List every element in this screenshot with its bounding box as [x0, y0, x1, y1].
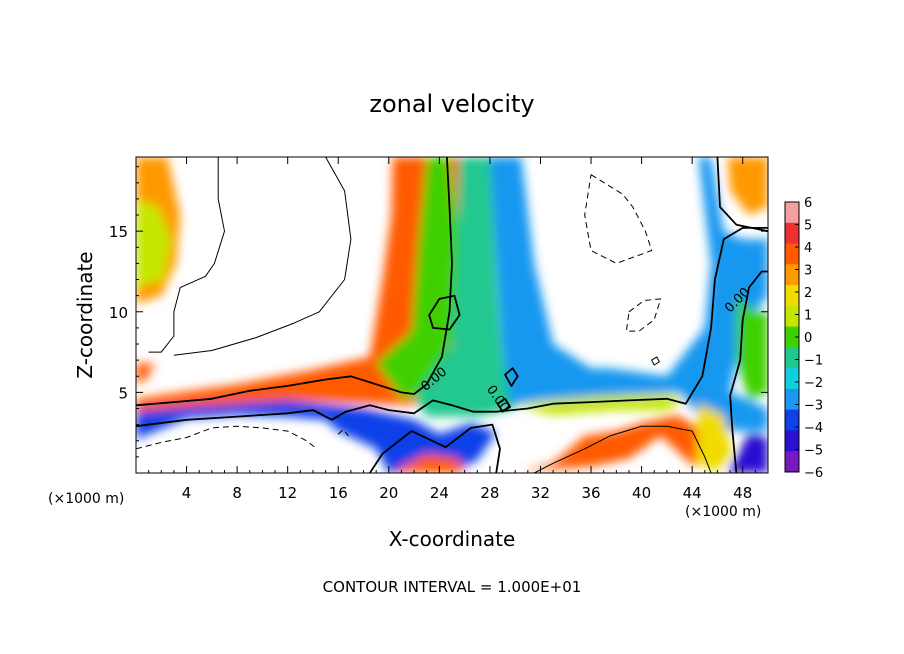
contour-line-8	[148, 157, 225, 353]
contour-line-1	[136, 226, 768, 428]
velocity-region-13	[696, 403, 733, 473]
velocity-region-8	[736, 295, 768, 401]
colorbar-swatch	[785, 285, 799, 307]
contour-line-11	[651, 356, 660, 366]
velocity-region-4	[376, 157, 459, 399]
colorbar-swatch	[785, 326, 799, 348]
colorbar-label: 5	[804, 219, 812, 234]
contour-line-15	[337, 429, 349, 437]
x-axis-label: X-coordinate	[389, 527, 516, 551]
contour-interval-note: CONTOUR INTERVAL = 1.000E+01	[323, 578, 582, 596]
colorbar-swatch	[785, 202, 799, 224]
colorbar-label: −5	[804, 444, 823, 459]
x-tick-label: 28	[480, 484, 499, 502]
colorbar-swatch	[785, 388, 799, 411]
x-axis: 4 8 12 16 20 24 28 32 36 40 44 48	[148, 157, 756, 502]
velocity-region-10	[395, 453, 465, 473]
y-axis-label: Z-coordinate	[73, 251, 97, 378]
x-tick-label: 44	[683, 484, 702, 502]
colorbar-label: 4	[804, 241, 812, 256]
colorbar-label: −3	[804, 399, 823, 414]
colorbar-label: 6	[804, 196, 812, 211]
x-axis-unit: (×1000 m)	[685, 504, 761, 520]
x-tick-label: 32	[531, 484, 550, 502]
contour-line-2	[369, 423, 501, 473]
velocity-region-14	[727, 432, 768, 473]
colorbar-label: −4	[804, 421, 823, 436]
contour-line-0	[136, 157, 453, 407]
x-tick-label: 4	[182, 484, 192, 502]
x-tick-label: 36	[581, 484, 600, 502]
y-tick-label: 15	[109, 223, 128, 241]
colorbar-swatch	[785, 347, 799, 369]
colorbar-swatch	[785, 243, 799, 265]
velocity-region-9	[136, 400, 497, 473]
contour-line-12	[584, 174, 653, 264]
contour-line-14	[136, 425, 318, 450]
colorbar-label: 2	[804, 286, 812, 301]
y-tick-label: 10	[109, 304, 128, 322]
y-axis-unit: (×1000 m)	[48, 491, 124, 507]
x-tick-label: 24	[430, 484, 449, 502]
x-tick-label: 8	[232, 484, 242, 502]
velocity-region-2	[136, 363, 155, 385]
colorbar-label: 3	[804, 264, 812, 279]
contour-line-9	[173, 157, 352, 356]
velocity-region-3	[136, 157, 478, 412]
x-tick-label: 12	[278, 484, 297, 502]
colorbar: 6 5 4 3 2 1 0 −1 −2 −3 −4 −5 −6	[784, 196, 823, 481]
chart-title: zonal velocity	[369, 90, 534, 118]
y-axis: 5 10 15	[109, 166, 768, 458]
velocity-region-7	[727, 157, 768, 215]
contour-line-4	[729, 270, 768, 473]
contour-line-6	[504, 367, 519, 387]
contour-line-3	[716, 157, 768, 233]
contour-line-5	[428, 294, 461, 331]
colorbar-label: 1	[804, 309, 812, 324]
colorbar-swatch	[785, 368, 799, 390]
contour-line-7	[496, 397, 512, 413]
contour-line-10	[533, 425, 712, 473]
velocity-region-1	[136, 198, 172, 288]
colorbar-swatch	[785, 264, 799, 286]
colorbar-label: −1	[804, 354, 823, 369]
colorbar-label: 0	[804, 331, 812, 346]
colorbar-swatch	[785, 222, 799, 245]
colorbar-swatch	[785, 451, 799, 473]
colorbar-swatch	[785, 305, 799, 328]
y-tick-label: 5	[118, 384, 128, 402]
x-tick-label: 16	[329, 484, 348, 502]
colorbar-label: −6	[804, 466, 823, 481]
velocity-region-6	[489, 157, 768, 432]
colorbar-swatch	[785, 430, 799, 452]
velocity-region-5	[414, 157, 516, 417]
x-tick-label: 48	[733, 484, 752, 502]
colorbar-label: −2	[804, 376, 823, 391]
velocity-field: 0.000.000.00	[136, 157, 768, 473]
colorbar-swatch	[785, 409, 799, 431]
x-tick-label: 20	[379, 484, 398, 502]
x-tick-label: 40	[632, 484, 651, 502]
